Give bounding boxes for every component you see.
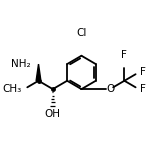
Text: O: O [106,84,114,94]
Text: F: F [140,84,146,94]
Text: F: F [121,50,127,60]
Polygon shape [36,64,41,81]
Text: F: F [140,67,146,77]
Text: OH: OH [45,109,61,119]
Text: NH₂: NH₂ [10,59,30,69]
Text: Cl: Cl [76,28,87,38]
Text: CH₃: CH₃ [3,84,22,94]
